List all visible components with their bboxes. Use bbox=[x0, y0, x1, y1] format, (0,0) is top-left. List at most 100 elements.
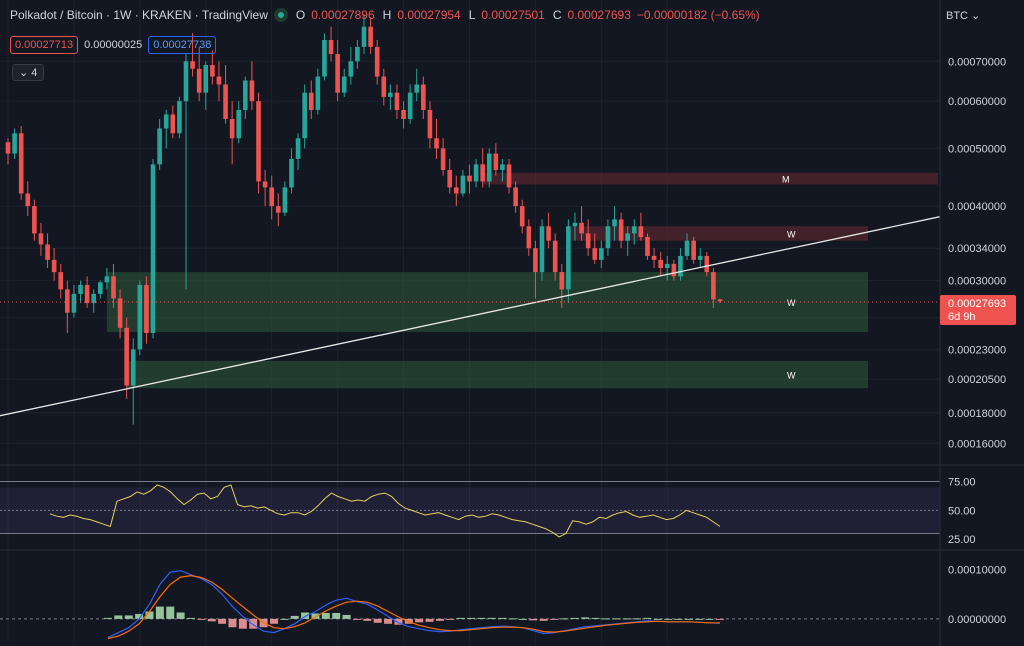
high-label: H bbox=[382, 8, 392, 22]
candle bbox=[401, 109, 406, 120]
candle bbox=[631, 226, 637, 234]
macd-histogram-bar bbox=[705, 618, 714, 620]
macd-histogram-bar bbox=[560, 618, 569, 620]
candle bbox=[447, 169, 453, 188]
candle bbox=[111, 276, 116, 299]
candle bbox=[434, 138, 439, 149]
candle bbox=[243, 80, 248, 110]
macd-histogram-bar bbox=[384, 618, 393, 624]
bar-countdown: 6d 9h bbox=[948, 311, 976, 323]
candle bbox=[592, 248, 598, 260]
chevron-down-icon: ⌄ bbox=[19, 67, 29, 79]
macd-histogram-bar bbox=[446, 618, 455, 620]
macd-histogram-bar bbox=[477, 617, 486, 619]
candle bbox=[394, 92, 400, 110]
low-label: L bbox=[468, 8, 476, 22]
bid-ask-row: 0.00027713 0.00000025 0.00027738 bbox=[10, 36, 217, 54]
candle bbox=[295, 138, 301, 159]
zone-label: W bbox=[787, 229, 796, 239]
candle bbox=[711, 272, 716, 300]
candle bbox=[71, 293, 77, 313]
candle bbox=[717, 299, 723, 302]
candle bbox=[348, 61, 354, 77]
candle bbox=[664, 263, 670, 268]
price-tick-label: 0.00040000 bbox=[948, 201, 1006, 213]
candle bbox=[566, 226, 571, 290]
macd-histogram-bar bbox=[487, 617, 496, 619]
macd-histogram-bar bbox=[653, 618, 662, 620]
candle bbox=[249, 80, 255, 102]
candle bbox=[144, 284, 149, 334]
candle bbox=[427, 109, 433, 139]
macd-histogram-bar bbox=[269, 618, 278, 624]
candle bbox=[414, 84, 420, 93]
macd-histogram-bar bbox=[104, 617, 112, 619]
candle bbox=[599, 248, 604, 260]
macd-signal-line bbox=[107, 574, 720, 640]
candle bbox=[539, 226, 545, 273]
candle bbox=[65, 289, 70, 313]
spread-value: 0.00000025 bbox=[84, 39, 143, 51]
zone-label: W bbox=[787, 371, 796, 381]
candle bbox=[361, 26, 367, 47]
macd-histogram-bar bbox=[539, 618, 548, 621]
candle bbox=[124, 327, 129, 386]
sell-button[interactable]: 0.00027713 bbox=[10, 36, 79, 54]
high-value: 0.00027954 bbox=[397, 8, 461, 22]
currency-selector[interactable]: BTC ⌄ bbox=[946, 9, 980, 22]
candle bbox=[546, 226, 551, 241]
macd-histogram-bar bbox=[664, 618, 673, 620]
price-tick-label: 0.00016000 bbox=[948, 438, 1006, 450]
macd-histogram-bar bbox=[601, 618, 610, 620]
candle bbox=[467, 175, 472, 182]
candle bbox=[704, 255, 710, 273]
macd-histogram-bar bbox=[332, 612, 341, 619]
candle bbox=[183, 61, 189, 102]
macd-histogram-bar bbox=[207, 618, 216, 622]
candle bbox=[671, 263, 677, 277]
candle bbox=[341, 76, 347, 93]
candle bbox=[18, 133, 24, 194]
candle bbox=[526, 226, 532, 249]
close-value: 0.00027693 bbox=[567, 8, 631, 22]
macd-histogram-bar bbox=[581, 617, 590, 619]
open-value: 0.00027896 bbox=[311, 8, 375, 22]
macd-histogram-bar bbox=[373, 618, 382, 623]
candle bbox=[256, 101, 261, 182]
candlestick-series bbox=[5, 14, 723, 425]
candle bbox=[308, 92, 314, 110]
rsi-line bbox=[49, 484, 721, 538]
candle bbox=[12, 133, 17, 154]
market-status-icon[interactable] bbox=[273, 8, 288, 22]
macd-histogram-bar bbox=[456, 617, 465, 619]
symbol-title[interactable]: Polkadot / Bitcoin · 1W · KRAKEN · Tradi… bbox=[10, 8, 268, 22]
candle bbox=[117, 298, 123, 328]
price-tick-label: 0.00018000 bbox=[948, 408, 1006, 420]
chevron-down-icon: ⌄ bbox=[971, 10, 981, 22]
macd-histogram-bar bbox=[124, 615, 133, 619]
candle bbox=[473, 164, 479, 182]
macd-histogram-bar bbox=[674, 618, 683, 620]
macd-histogram-bar bbox=[415, 618, 424, 623]
candle bbox=[651, 255, 657, 260]
candle bbox=[684, 240, 690, 256]
price-tick-label: 0.00034000 bbox=[948, 243, 1006, 255]
macd-histogram-bar bbox=[467, 617, 476, 619]
macd-histogram-bar bbox=[570, 617, 579, 619]
candle bbox=[579, 222, 584, 234]
rsi-tick-label: 25.00 bbox=[948, 534, 976, 546]
candle bbox=[163, 114, 169, 129]
last-price-value: 0.00027693 bbox=[948, 298, 1006, 310]
candle bbox=[460, 175, 466, 194]
buy-button[interactable]: 0.00027738 bbox=[148, 36, 217, 54]
macd-histogram-bar bbox=[321, 612, 330, 619]
macd-histogram-bar bbox=[290, 615, 299, 619]
candle bbox=[275, 206, 281, 213]
indicators-toggle-button[interactable]: ⌄ 4 bbox=[12, 64, 45, 81]
candle bbox=[150, 164, 156, 334]
candle bbox=[315, 76, 321, 110]
trendline[interactable] bbox=[0, 216, 941, 417]
candle bbox=[196, 68, 202, 93]
macd-histogram-bar bbox=[643, 617, 652, 619]
